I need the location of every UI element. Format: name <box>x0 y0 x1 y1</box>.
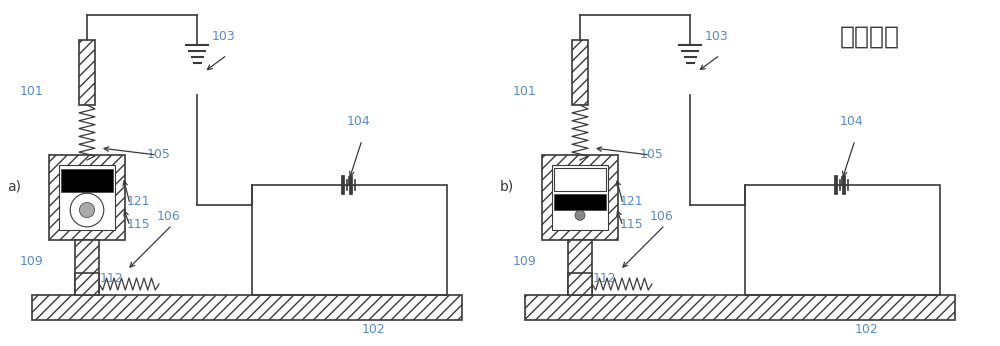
Bar <box>79 40 95 105</box>
Bar <box>568 273 592 295</box>
Text: 102: 102 <box>855 323 879 336</box>
Text: 109: 109 <box>513 255 537 268</box>
Bar <box>252 185 447 295</box>
Text: 121: 121 <box>620 195 644 208</box>
Bar <box>61 169 113 192</box>
Bar <box>542 155 618 240</box>
Bar <box>75 273 99 295</box>
Bar <box>32 295 462 320</box>
Text: 109: 109 <box>20 255 44 268</box>
Text: a): a) <box>7 180 21 194</box>
Bar <box>75 273 99 295</box>
Circle shape <box>575 210 585 220</box>
Text: 现有技术: 现有技术 <box>840 25 900 49</box>
Bar <box>554 168 606 191</box>
Text: 104: 104 <box>347 115 371 128</box>
Bar <box>568 240 592 295</box>
Text: 121: 121 <box>127 195 151 208</box>
Bar <box>75 240 99 295</box>
Bar <box>542 155 618 240</box>
Text: 115: 115 <box>127 218 151 231</box>
Text: 103: 103 <box>705 30 729 43</box>
Bar <box>59 165 115 230</box>
Bar <box>552 165 608 230</box>
Circle shape <box>79 202 95 218</box>
Bar <box>49 155 125 240</box>
Bar <box>525 295 955 320</box>
Text: 106: 106 <box>157 210 181 223</box>
Text: 112: 112 <box>100 272 124 285</box>
Bar <box>572 40 588 105</box>
Bar <box>49 155 125 240</box>
Bar <box>745 185 940 295</box>
Text: 106: 106 <box>650 210 674 223</box>
Bar <box>572 40 588 105</box>
Text: 103: 103 <box>212 30 236 43</box>
Circle shape <box>70 193 104 227</box>
Text: 105: 105 <box>640 148 664 161</box>
Bar <box>568 240 592 295</box>
Text: 115: 115 <box>620 218 644 231</box>
Text: 101: 101 <box>20 85 44 98</box>
Bar <box>568 273 592 295</box>
Text: 104: 104 <box>840 115 864 128</box>
Bar <box>75 240 99 295</box>
Text: 101: 101 <box>513 85 537 98</box>
Bar <box>32 295 462 320</box>
Bar <box>554 194 606 210</box>
Text: 102: 102 <box>362 323 386 336</box>
Bar <box>79 40 95 105</box>
Text: b): b) <box>500 180 514 194</box>
Bar <box>525 295 955 320</box>
Text: 105: 105 <box>147 148 171 161</box>
Text: 112: 112 <box>593 272 617 285</box>
